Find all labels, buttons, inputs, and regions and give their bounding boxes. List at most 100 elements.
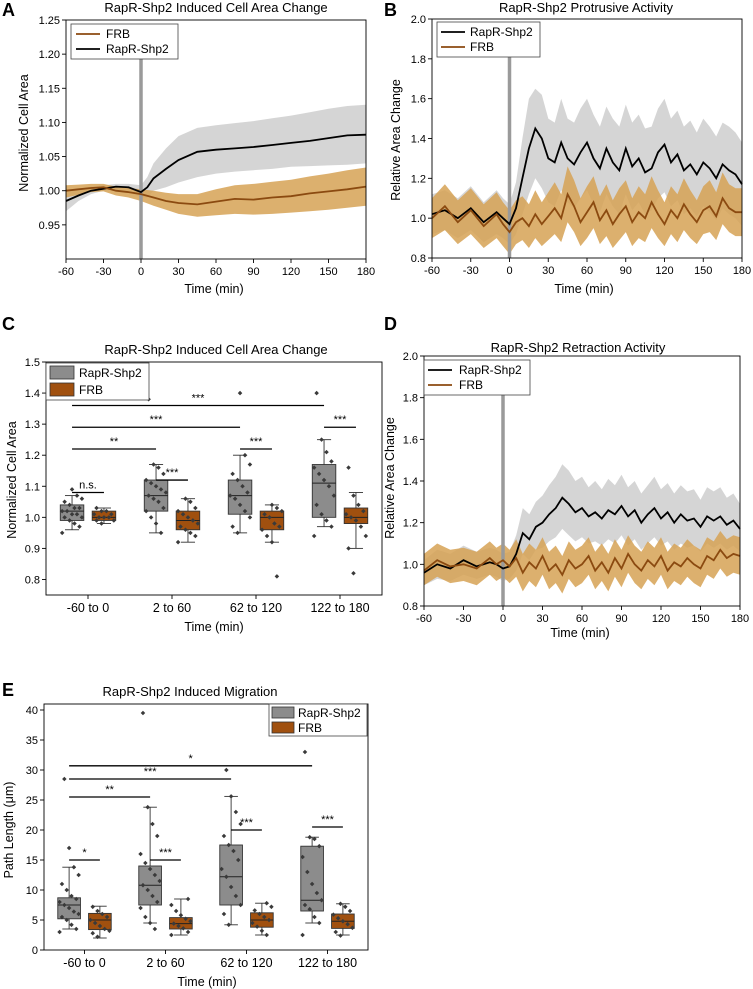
panel-D-xtick-label: 90 — [615, 613, 627, 625]
panel-E-xtick-label: 62 to 120 — [220, 956, 272, 970]
panel-E-point-rapr — [140, 710, 146, 716]
panel-A-xtick-label: 150 — [319, 266, 337, 278]
panel-b-legend-label-1: FRB — [470, 40, 494, 54]
panel-C-point-frb — [183, 496, 188, 501]
panel-C-point-rapr — [79, 496, 85, 501]
panel-E-ytick-label: 0 — [32, 945, 38, 957]
panel-C-box-rapr — [227, 479, 253, 515]
panel-E-sig-label: *** — [240, 817, 254, 829]
panel-E-point-frb — [185, 929, 191, 935]
panel-d-plot: 0.8 1.0 1.2 1.4 1.6 1.8 2.0 -60 -30 0 30 60 90 120 150… — [403, 351, 749, 625]
panel-C-point-frb — [277, 524, 282, 529]
panel-C-point-rapr — [247, 515, 253, 520]
panel-C-point-frb — [94, 505, 99, 511]
panel-label-e: E — [2, 680, 14, 700]
panel-c-title: RapR-Shp2 Induced Cell Area Change — [104, 342, 327, 357]
panel-c-legend: RapR-Shp2 FRB — [45, 362, 150, 401]
panel-E-point-frb — [252, 908, 258, 913]
panel-e-ylabel: Path Length (μm) — [2, 782, 16, 879]
panel-A-ytick-label: 1.10 — [39, 117, 60, 129]
panel-B-xtick-label: 120 — [655, 265, 673, 277]
panel-c: C RapR-Shp2 Induced Cell Area Change Tim… — [2, 314, 383, 634]
panel-B-xtick-label: -60 — [424, 265, 440, 277]
panel-C-point-rapr — [324, 518, 329, 523]
panel-e-plot: 0 5 10 15 20 25 30 35 40 -60 to 0 2 to 60 62 to 120… — [26, 703, 369, 970]
panel-C-point-rapr — [230, 471, 235, 477]
panel-D-xtick-label: 180 — [731, 613, 749, 625]
panel-D-ytick-label: 1.6 — [403, 434, 418, 446]
panel-c-xlabel: Time (min) — [184, 620, 243, 634]
panel-E-point-frb — [340, 918, 346, 924]
panel-E-point-frb — [343, 904, 348, 910]
panel-D-ytick-label: 1.0 — [403, 559, 418, 571]
panel-E-point-rapr — [73, 926, 79, 932]
panel-C-point-rapr — [314, 502, 319, 508]
panel-C-ytick-label: 1.3 — [25, 419, 40, 431]
panel-E-point-rapr — [302, 749, 308, 755]
panel-E-point-frb — [178, 912, 184, 918]
panel-C-point-rapr — [314, 390, 319, 396]
panel-C-point-frb — [188, 530, 193, 536]
panel-C-point-rapr — [235, 477, 240, 483]
panel-E-sig-label: * — [82, 847, 87, 859]
panel-c-ylabel: Normalized Cell Area — [5, 421, 19, 538]
panel-C-point-frb — [99, 508, 104, 514]
panel-C-point-rapr — [232, 496, 238, 501]
panel-C-point-rapr — [331, 493, 337, 498]
panel-E-point-frb — [333, 929, 339, 935]
panel-D-ytick-label: 2.0 — [403, 351, 418, 363]
panel-c-legend-label-1: FRB — [79, 383, 103, 397]
panel-C-point-rapr — [148, 480, 154, 486]
panel-E-point-rapr — [138, 851, 143, 857]
panel-E-point-rapr — [300, 854, 305, 860]
panel-C-point-rapr — [311, 533, 317, 539]
panel-label-a: A — [2, 0, 15, 20]
panel-E-point-frb — [264, 932, 269, 938]
panel-E-point-rapr — [224, 767, 229, 773]
panel-E-point-rapr — [71, 864, 77, 870]
panel-e-title: RapR-Shp2 Induced Migration — [103, 684, 278, 699]
panel-E-point-rapr — [226, 922, 231, 928]
panel-D-xtick-label: 60 — [576, 613, 588, 625]
panel-E-point-frb — [173, 908, 179, 914]
panel-e-xlabel: Time (min) — [177, 975, 236, 989]
panel-e-legend-label-1: FRB — [298, 721, 322, 735]
panel-C-point-frb — [267, 515, 272, 520]
panel-C-point-rapr — [319, 511, 324, 517]
panel-C-point-frb — [363, 533, 369, 539]
panel-C-point-rapr — [316, 471, 322, 477]
panel-C-point-frb — [262, 511, 267, 517]
panel-C-point-rapr — [230, 524, 235, 529]
panel-C-point-frb — [274, 574, 280, 579]
panel-C-point-rapr — [64, 508, 70, 514]
panel-b-ylabel: Relative Area Change — [389, 79, 403, 201]
panel-C-sig-label: *** — [150, 414, 164, 426]
panel-C-xtick-label: 2 to 60 — [153, 601, 191, 615]
panel-E-xtick-label: 122 to 180 — [298, 956, 357, 970]
panel-label-c: C — [2, 314, 15, 334]
panel-E-xtick-label: -60 to 0 — [63, 956, 105, 970]
panel-a-plot: 0.95 1.00 1.05 1.10 1.15 1.20 1.25 -60 -30 0 30 60 9… — [39, 15, 376, 278]
panel-B-ytick-label: 1.0 — [411, 213, 426, 225]
panel-E-sig-label: * — [188, 753, 193, 765]
panel-B-xtick-label: 30 — [542, 265, 554, 277]
panel-D-xtick-label: -30 — [456, 613, 472, 625]
panel-E-point-frb — [345, 921, 350, 927]
panel-C-point-rapr — [158, 487, 164, 492]
panel-C-ytick-label: 1.4 — [25, 388, 40, 400]
panel-E-point-frb — [90, 904, 96, 910]
panel-b-xlabel: Time (min) — [554, 282, 613, 296]
panel-E-point-frb — [266, 917, 272, 923]
panel-A-band-frb — [66, 167, 366, 217]
panel-C-point-rapr — [247, 462, 253, 467]
panel-d-legend-label-0: RapR-Shp2 — [459, 363, 522, 377]
panel-E-point-rapr — [309, 881, 315, 887]
panel-E-ytick-label: 15 — [26, 855, 38, 867]
panel-E-point-rapr — [314, 890, 320, 896]
panel-C-point-rapr — [62, 499, 67, 505]
panel-E-point-rapr — [221, 911, 227, 917]
panel-d: D RapR-Shp2 Retraction Activity Time (mi… — [383, 314, 749, 640]
panel-c-legend-swatch-1 — [49, 382, 75, 397]
panel-label-b: B — [384, 0, 397, 20]
